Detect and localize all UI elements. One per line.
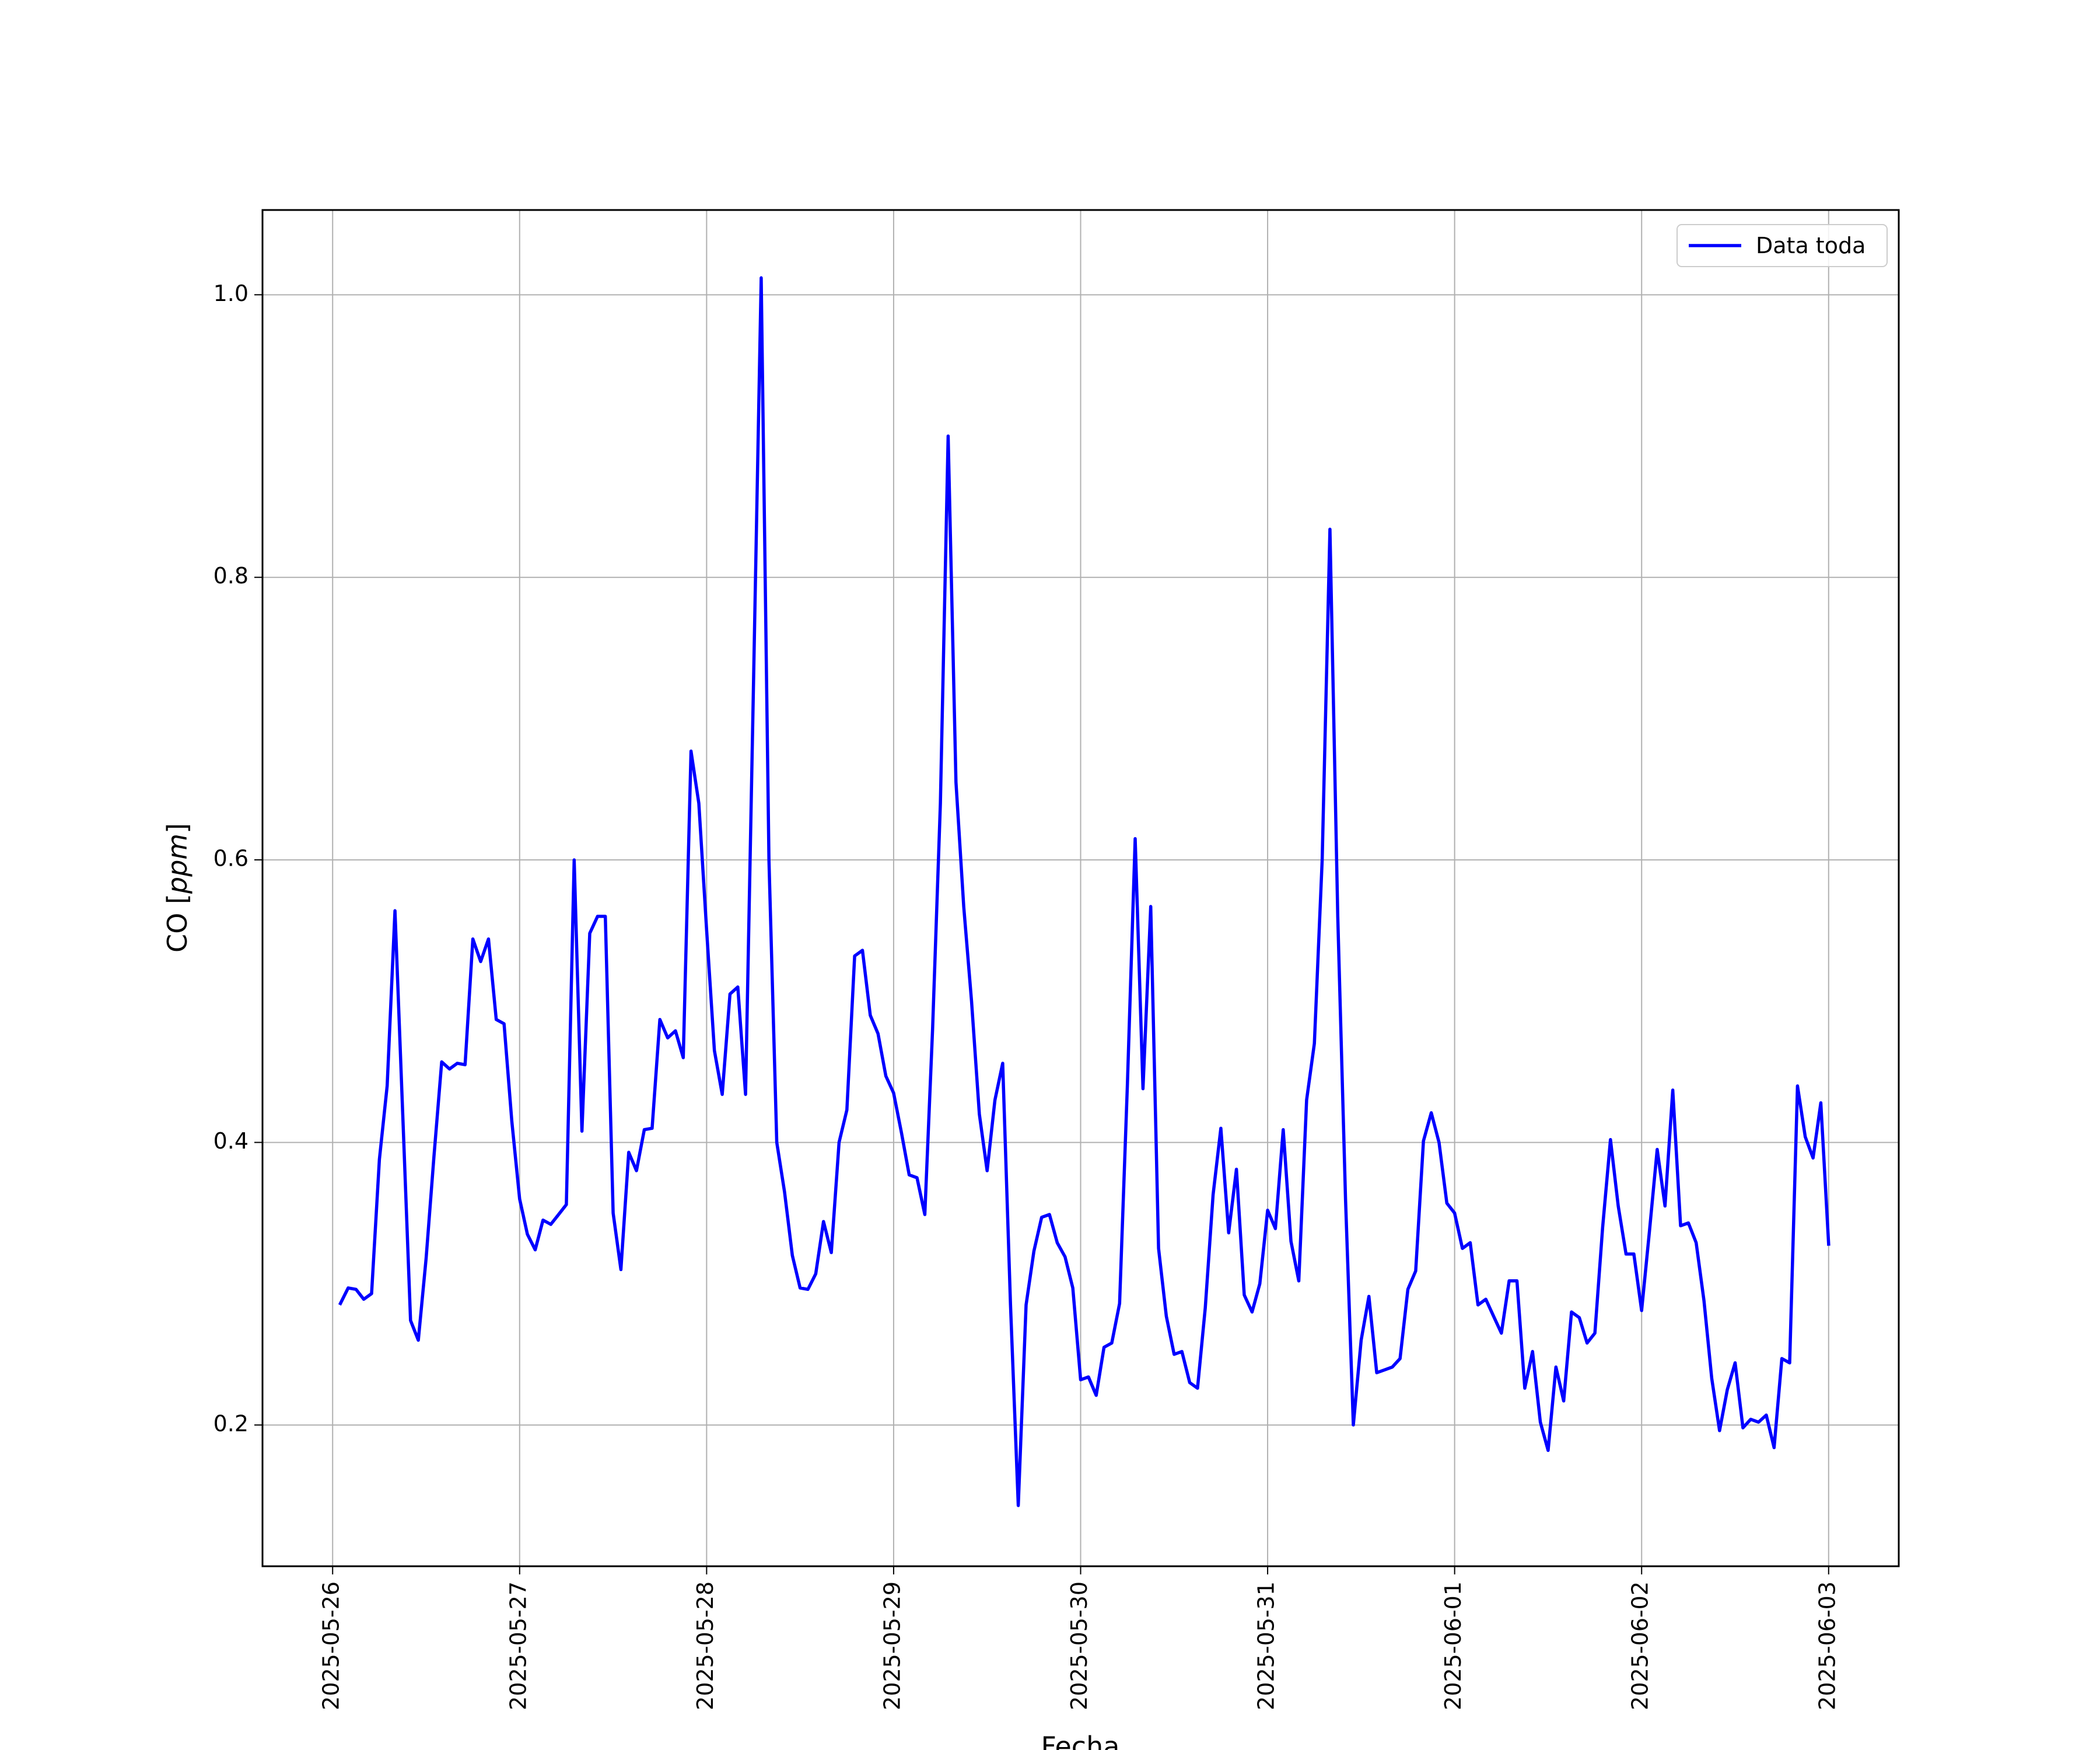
legend: Data toda [1676,224,1888,267]
y-tick-label: 0.8 [214,563,249,589]
legend-box [1676,224,1888,267]
x-axis-label: Fecha [1041,1731,1120,1750]
y-axis-label-unit: ppm [162,834,193,894]
y-tick-label: 0.2 [214,1410,249,1436]
x-tick-label: 2025-06-02 [1628,1581,1653,1710]
series-line-data-toda [338,276,1831,1507]
x-tick-label: 2025-05-29 [879,1581,905,1710]
x-tick-label: 2025-05-26 [318,1581,344,1710]
legend-label: Data toda [1756,233,1866,258]
x-axis-ticks: 2025-05-26 2025-05-27 2025-05-28 2025-05-29… [318,1566,1840,1710]
y-tick-label: 0.6 [214,846,249,872]
y-axis-label-open-bracket: [ [162,894,193,904]
x-tick-label: 2025-06-01 [1440,1581,1466,1710]
y-axis-label-close-bracket: ] [162,823,193,834]
y-axis-label: CO [ppm] [162,823,193,953]
y-tick-label: 1.0 [214,281,249,306]
x-tick-label: 2025-05-28 [692,1581,718,1710]
y-tick-label: 0.4 [214,1128,249,1154]
x-tick-label: 2025-05-31 [1254,1581,1279,1710]
y-axis-ticks: 0.2 0.4 0.6 0.8 1.0 [214,281,262,1436]
series-layer [338,276,1831,1507]
x-tick-label: 2025-05-27 [505,1581,531,1710]
x-tick-label: 2025-05-30 [1066,1581,1092,1710]
x-tick-label: 2025-06-03 [1814,1581,1840,1710]
grid-lines [262,210,1899,1566]
y-axis-label-quantity: CO [162,904,193,953]
